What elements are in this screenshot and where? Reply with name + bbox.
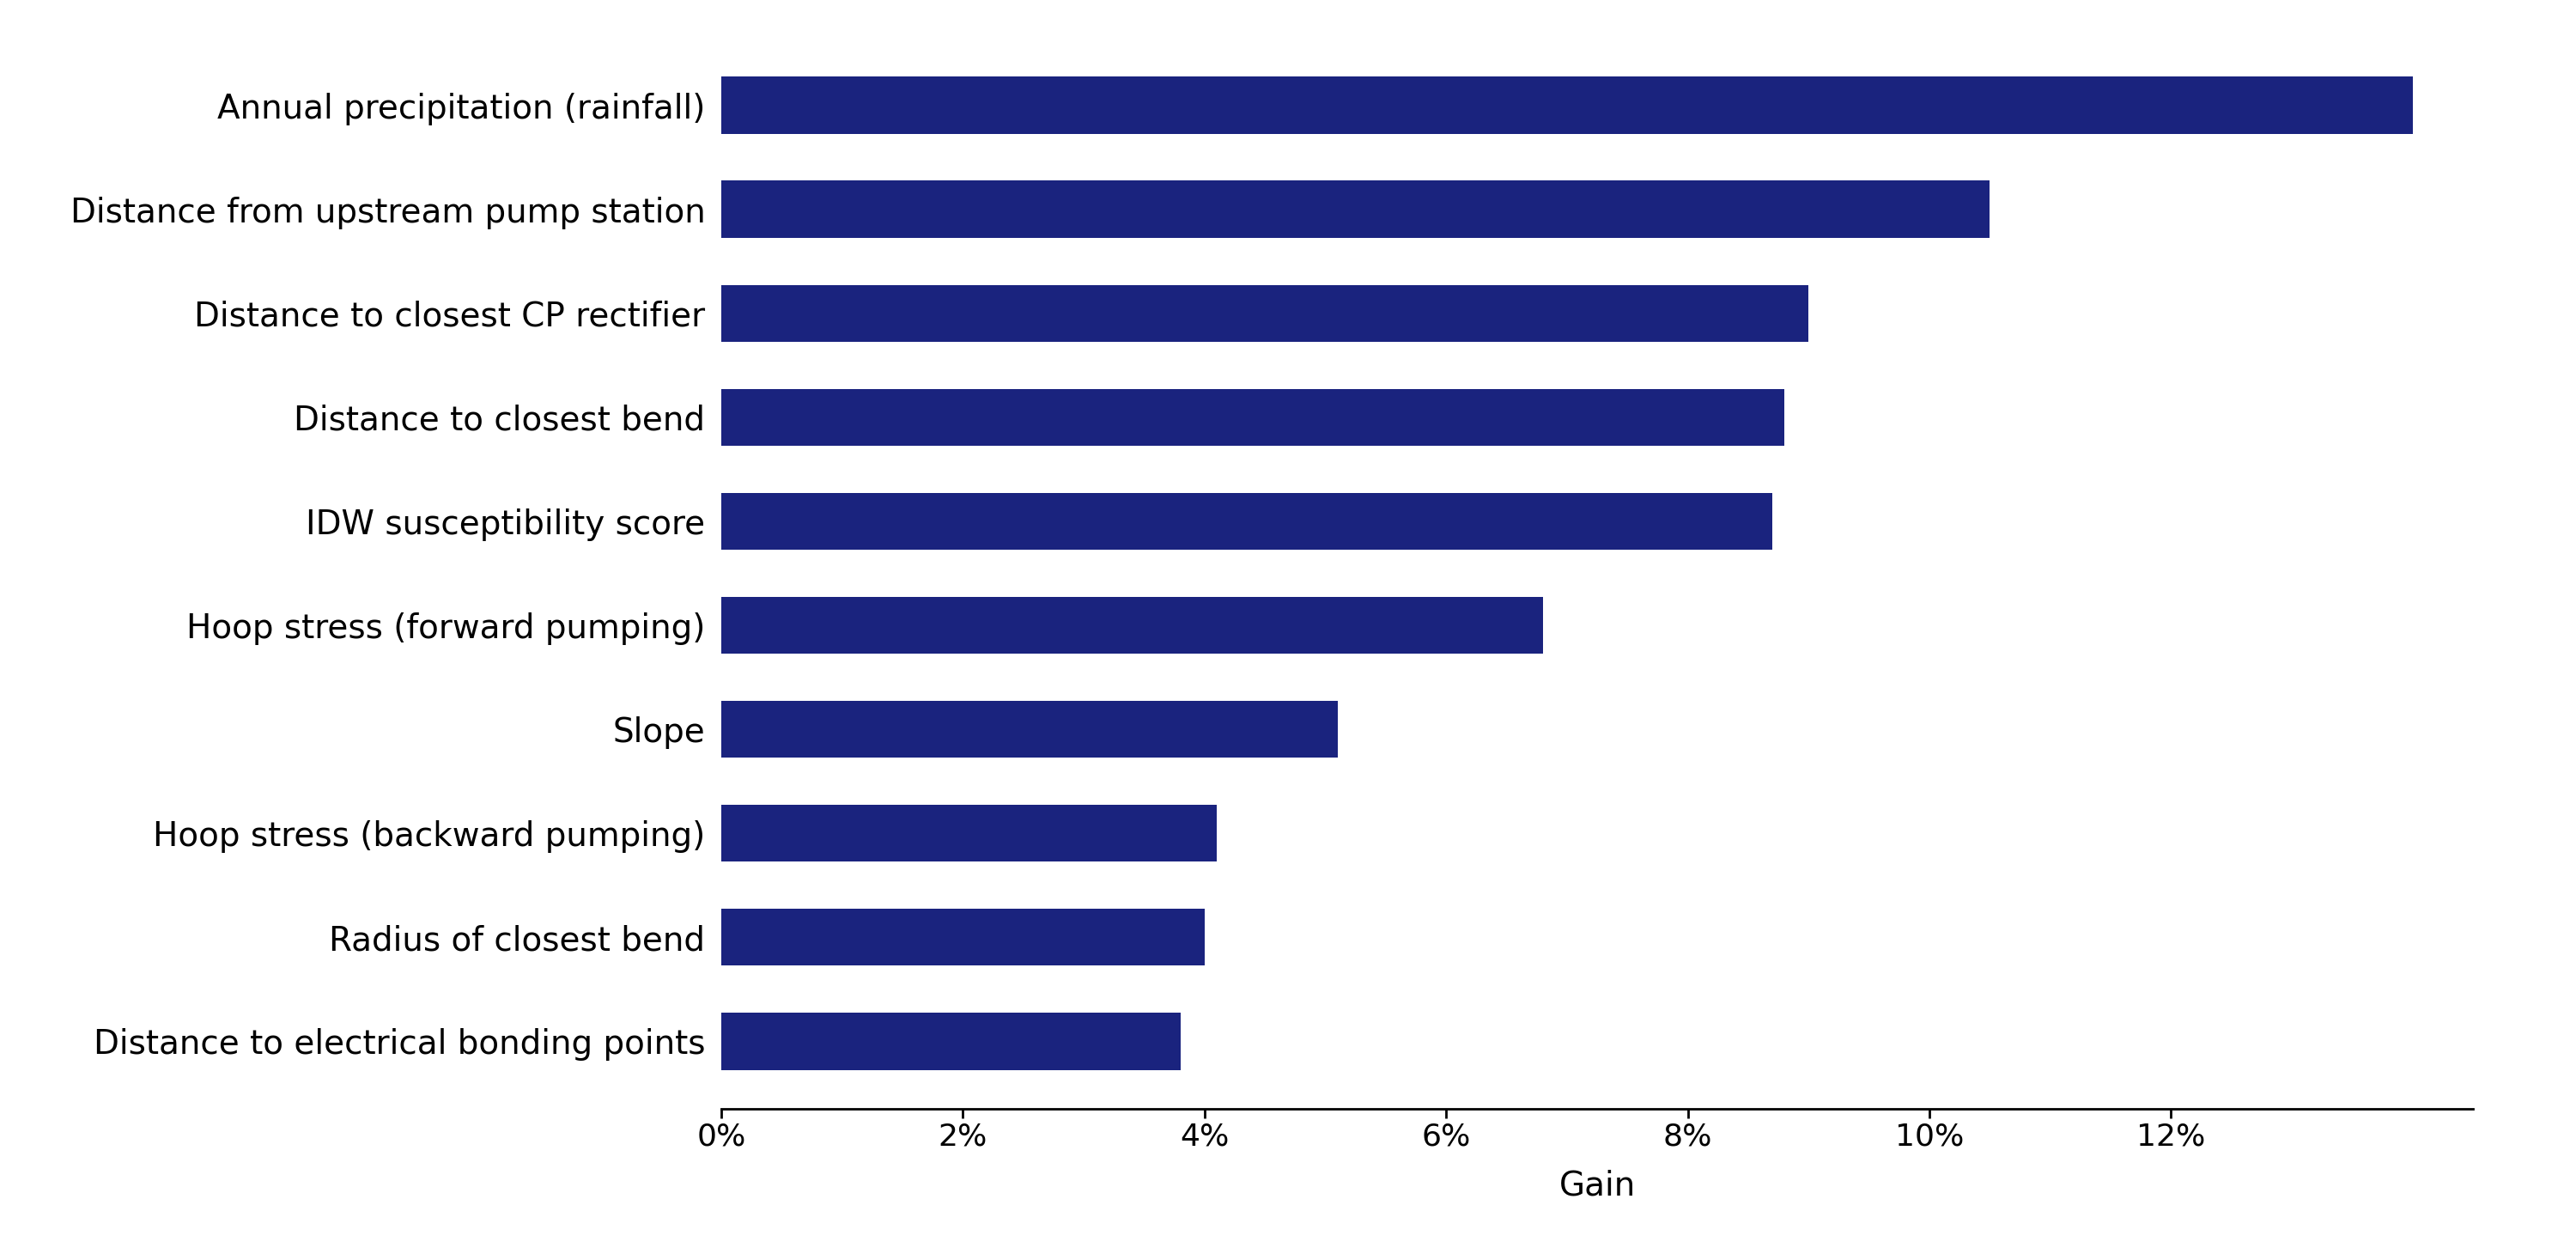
- Bar: [721, 701, 1337, 757]
- Bar: [721, 493, 1772, 549]
- Bar: [721, 805, 1216, 862]
- Bar: [721, 908, 1206, 966]
- Bar: [721, 285, 1808, 341]
- X-axis label: Gain: Gain: [1558, 1169, 1636, 1202]
- Bar: [721, 389, 1785, 446]
- Bar: [721, 597, 1543, 654]
- Bar: [721, 180, 1989, 238]
- Bar: [721, 1013, 1180, 1070]
- Bar: [721, 77, 2414, 134]
